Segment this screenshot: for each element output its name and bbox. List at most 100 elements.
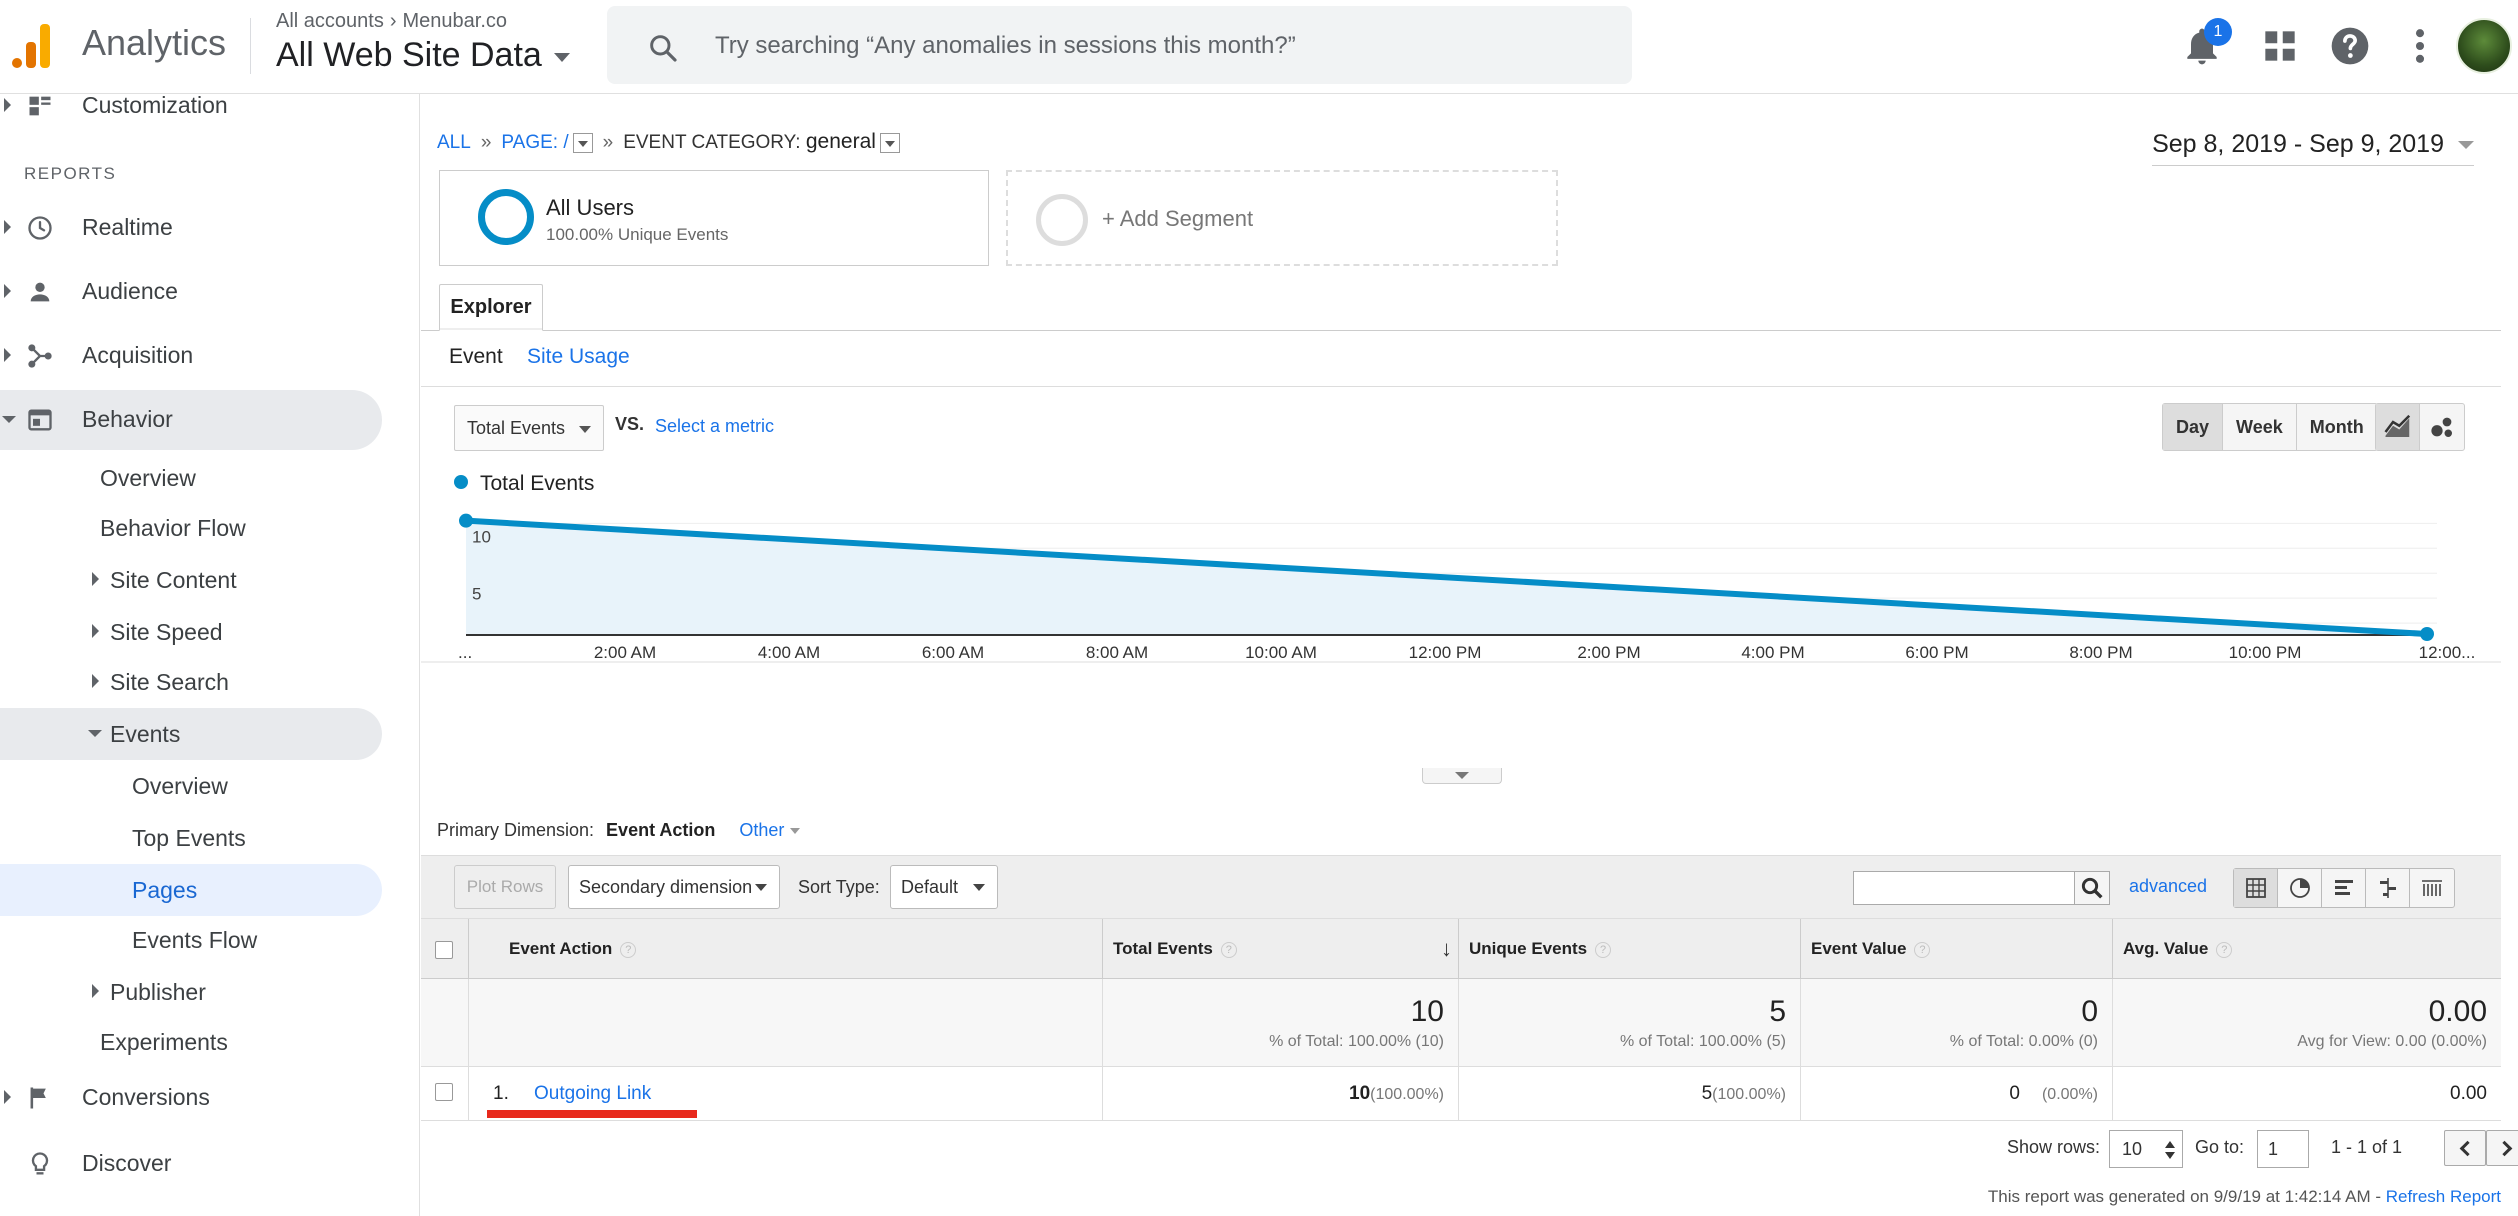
person-icon (30, 282, 50, 302)
collapse-chart-handle[interactable] (1422, 768, 1502, 784)
sidebar-item-audience[interactable]: Audience (0, 262, 382, 322)
sidebar-item-conversions[interactable]: Conversions (0, 1068, 382, 1128)
category-dropdown[interactable] (879, 132, 900, 153)
next-page-button[interactable] (2486, 1130, 2518, 1166)
header-event-action[interactable]: Event Action? (469, 919, 1103, 979)
sidebar-item-behavior[interactable]: Behavior (0, 390, 382, 450)
breadcrumb-all[interactable]: ALL (437, 132, 471, 153)
select-all-checkbox[interactable] (435, 940, 453, 959)
caret-down-icon (973, 884, 985, 891)
sidebar-item-acquisition[interactable]: Acquisition (0, 326, 382, 386)
percentage-view-button[interactable] (2278, 869, 2322, 907)
account-breadcrumb[interactable]: All accounts › Menubar.co (276, 10, 507, 33)
header-total-events[interactable]: Total Events? ↓ (1103, 919, 1459, 979)
sidebar-item-events[interactable]: Events (0, 708, 382, 760)
previous-page-button[interactable] (2444, 1130, 2486, 1166)
header-avg-value[interactable]: Avg. Value? (2113, 919, 2501, 979)
breadcrumb-page[interactable]: PAGE: / (501, 132, 569, 153)
pivot-view-button[interactable] (2410, 869, 2454, 907)
row-checkbox[interactable] (435, 1083, 453, 1101)
data-table-view-button[interactable] (2234, 869, 2278, 907)
sidebar-item-behavior-overview[interactable]: Overview (100, 465, 196, 491)
line-chart-button[interactable] (2376, 404, 2420, 450)
apps-button[interactable] (2258, 24, 2302, 68)
secondary-dimension-select[interactable]: Secondary dimension (568, 865, 780, 909)
help-icon (2331, 27, 2369, 65)
comparison-view-button[interactable] (2366, 869, 2410, 907)
search-input[interactable] (715, 26, 1595, 66)
caret-down-icon (790, 828, 801, 835)
sidebar-item-experiments[interactable]: Experiments (100, 1029, 228, 1055)
select-all-cell (421, 919, 469, 979)
expand-icon (4, 348, 11, 362)
day-button[interactable]: Day (2163, 404, 2224, 450)
help-icon[interactable]: ? (620, 942, 637, 958)
show-rows-select[interactable]: 10 (2109, 1130, 2183, 1168)
segment-all-users[interactable]: All Users 100.00% Unique Events (439, 170, 989, 266)
metric-select[interactable]: Total Events (454, 405, 604, 451)
primary-dimension-current[interactable]: Event Action (606, 820, 716, 840)
goto-page-input[interactable] (2257, 1130, 2309, 1168)
header-event-value[interactable]: Event Value? (1801, 919, 2113, 979)
analytics-logo[interactable] (12, 24, 52, 68)
sidebar-item-events-flow[interactable]: Events Flow (132, 927, 258, 953)
other-dimension-dropdown[interactable]: Other (739, 820, 801, 840)
sidebar-item-site-speed[interactable]: Site Speed (0, 606, 382, 658)
sidebar-item-customization[interactable]: Customization (0, 94, 382, 136)
breadcrumb-category-value: general (805, 130, 876, 153)
advanced-filter-link[interactable]: advanced (2129, 876, 2208, 896)
subtab-site-usage[interactable]: Site Usage (527, 345, 630, 368)
sidebar-item-pages[interactable]: Pages (0, 864, 382, 916)
page-dropdown[interactable] (572, 132, 593, 153)
property-name[interactable]: Menubar.co (402, 10, 508, 32)
expand-icon (4, 284, 11, 298)
row-event-value: 0 (0.00%) (2009, 1083, 2098, 1104)
x-tick-label: 4:00 AM (758, 643, 820, 662)
help-button[interactable] (2328, 24, 2372, 68)
more-options-button[interactable] (2398, 24, 2442, 68)
top-bar: Analytics All accounts › Menubar.co All We… (0, 0, 2518, 94)
select-metric-link[interactable]: Select a metric (655, 416, 775, 436)
add-segment-button[interactable]: + Add Segment (1006, 170, 1558, 266)
sidebar-item-events-overview[interactable]: Overview (132, 773, 228, 799)
search-bar[interactable] (607, 6, 1632, 84)
month-button[interactable]: Month (2309, 417, 2364, 437)
plot-rows-button[interactable]: Plot Rows (454, 865, 556, 909)
total-events-chart[interactable]: 10 5... 2:00 AM 4:00 AM 6:00 AM 8:00 AM 10:00 … (421, 494, 2518, 694)
help-icon[interactable]: ? (2216, 942, 2233, 958)
table-filter-input[interactable] (1853, 871, 2075, 905)
notifications-button[interactable]: 1 (2180, 18, 2232, 68)
table-view-toggle (2233, 868, 2455, 908)
refresh-report-link[interactable]: Refresh Report (2385, 1187, 2501, 1206)
date-range-picker[interactable]: Sep 8, 2019 - Sep 9, 2019 (2152, 130, 2474, 166)
sidebar-item-site-content[interactable]: Site Content (0, 554, 382, 606)
avatar[interactable] (2456, 18, 2512, 74)
row-index: 1. (493, 1083, 509, 1104)
view-selector[interactable]: All Web Site Data (276, 36, 570, 75)
performance-view-button[interactable] (2322, 869, 2366, 907)
table-filter-button[interactable] (2074, 871, 2110, 905)
y-tick-label: 5 (472, 584, 481, 603)
tab-explorer[interactable]: Explorer (439, 284, 543, 331)
sidebar-item-publisher[interactable]: Publisher (0, 966, 382, 1018)
header-unique-events[interactable]: Unique Events? (1459, 919, 1801, 979)
sidebar-item-realtime[interactable]: Realtime (0, 198, 382, 258)
table-row: 1. Outgoing Link 10(100.00%) 5(100.00%) … (421, 1067, 2501, 1121)
sidebar-item-site-search[interactable]: Site Search (0, 656, 382, 708)
sidebar-item-top-events[interactable]: Top Events (132, 825, 246, 851)
all-accounts-link[interactable]: All accounts (276, 10, 384, 32)
x-tick-label: 10:00 AM (1245, 643, 1317, 662)
sort-type-select[interactable]: Default (890, 865, 998, 909)
breadcrumb-category-label: EVENT CATEGORY: (623, 132, 801, 153)
sidebar-item-behavior-flow[interactable]: Behavior Flow (100, 515, 246, 541)
week-button[interactable]: Week (2223, 404, 2297, 450)
motion-chart-button[interactable] (2420, 404, 2464, 450)
event-action-link[interactable]: Outgoing Link (534, 1083, 652, 1104)
help-icon[interactable]: ? (1220, 942, 1237, 958)
help-icon[interactable]: ? (1595, 942, 1612, 958)
help-icon[interactable]: ? (1914, 942, 1931, 958)
x-tick-label: 2:00 PM (1577, 643, 1640, 662)
report-main: ALL» PAGE: /» EVENT CATEGORY: general Sep … (421, 94, 2518, 1216)
subtab-event[interactable]: Event (449, 345, 503, 368)
sidebar-item-discover[interactable]: Discover (0, 1134, 382, 1194)
